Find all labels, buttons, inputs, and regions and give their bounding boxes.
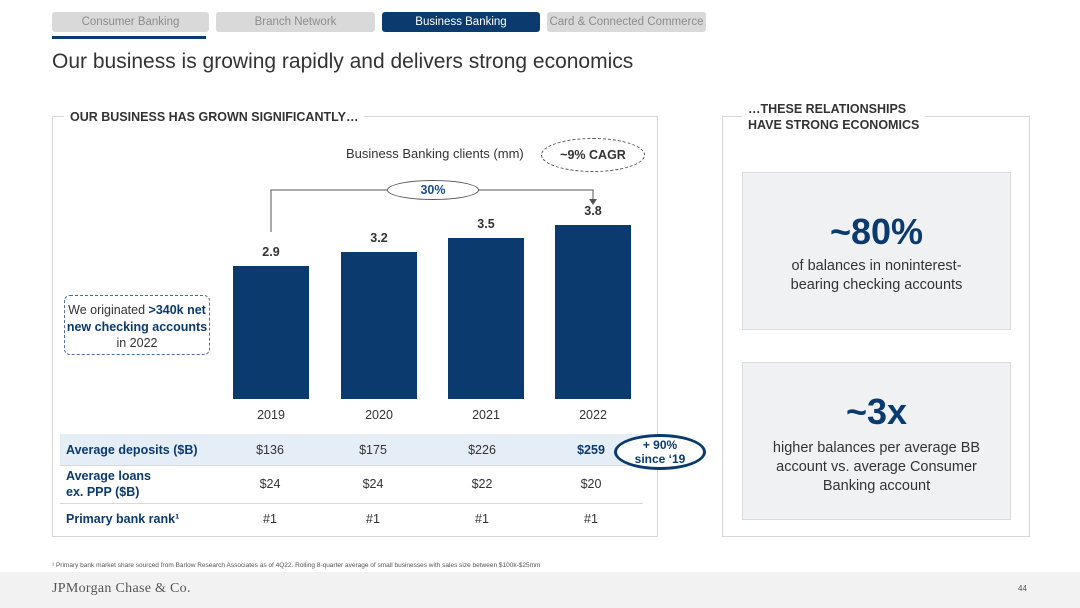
table-cell: #1 — [366, 512, 380, 526]
table-row-loans: Average loans ex. PPP ($B) $24 $24 $22 $… — [60, 466, 643, 502]
since-line1: + 90% — [642, 438, 678, 452]
section-tabs: Consumer Banking Branch Network Business… — [52, 12, 706, 32]
row-divider — [60, 503, 643, 504]
stat-description: higher balances per average BB account v… — [772, 440, 981, 494]
bar-value-label: 3.8 — [584, 203, 602, 218]
row-divider — [60, 465, 643, 466]
tab-card-connected-commerce[interactable]: Card & Connected Commerce — [547, 12, 706, 32]
growth-panel-heading: OUR BUSINESS HAS GROWN SIGNIFICANTLY… — [64, 109, 365, 125]
bar-value-label: 3.2 — [370, 231, 388, 246]
bar-2020 — [341, 252, 417, 399]
stat-value: ~80% — [829, 211, 924, 252]
table-cell: $226 — [468, 442, 496, 457]
stat-box-balances: ~80% of balances in noninterest-bearing … — [742, 172, 1011, 330]
since-line2: since ‘19 — [634, 452, 686, 466]
x-tick-label: 2022 — [579, 408, 607, 422]
x-tick-label: 2019 — [257, 408, 285, 422]
stat-description: of balances in noninterest-bearing check… — [790, 258, 963, 293]
chart-title: Business Banking clients (mm) — [346, 146, 524, 161]
heading-line1: …THESE RELATIONSHIPS — [748, 102, 907, 116]
table-cell: $175 — [359, 442, 387, 457]
callout-pre: We originated — [68, 303, 149, 317]
net-new-accounts-callout: We originated >340k net new checking acc… — [64, 295, 210, 355]
table-cell: #1 — [584, 512, 598, 526]
tab-branch-network[interactable]: Branch Network — [216, 12, 375, 32]
table-cell: $259 — [577, 442, 605, 457]
footnote: ¹ Primary bank market share sourced from… — [52, 562, 541, 569]
callout-post: in 2022 — [116, 336, 158, 350]
bar-2021 — [448, 238, 524, 399]
since-2019-badge: + 90% since ‘19 — [614, 434, 706, 470]
row-label: Average deposits ($B) — [66, 442, 198, 457]
tab-business-banking[interactable]: Business Banking — [382, 12, 540, 32]
cagr-badge: ~9% CAGR — [541, 138, 645, 172]
x-tick-label: 2020 — [365, 408, 393, 422]
table-cell: $20 — [580, 477, 602, 491]
bar-value-label: 3.5 — [477, 217, 495, 232]
callout-bold: >340k net new checking accounts — [66, 303, 208, 334]
table-row-rank: Primary bank rank¹ #1 #1 #1 #1 — [60, 506, 643, 532]
table-cell: #1 — [475, 512, 489, 526]
table-row-deposits: Average deposits ($B) $136 $175 $226 $25… — [60, 434, 643, 465]
economics-panel-heading: …THESE RELATIONSHIPS HAVE STRONG ECONOMI… — [742, 101, 926, 133]
table-cell: $136 — [256, 442, 284, 457]
table-cell: $22 — [471, 477, 493, 491]
row-label: Average loans ex. PPP ($B) — [66, 469, 151, 499]
bar-value-label: 2.9 — [262, 245, 280, 259]
footer-bar — [0, 572, 1080, 608]
bar-2022 — [555, 224, 631, 399]
tab-underline — [52, 36, 206, 39]
tab-consumer-banking[interactable]: Consumer Banking — [52, 12, 209, 32]
page-number: 44 — [1018, 584, 1027, 593]
table-cell: $24 — [362, 477, 384, 491]
page-title: Our business is growing rapidly and deli… — [52, 50, 634, 73]
row-label: Primary bank rank¹ — [66, 512, 180, 526]
company-logo: JPMorgan Chase & Co. — [52, 581, 191, 596]
stat-box-balance-multiple: ~3x higher balances per average BB accou… — [742, 362, 1011, 520]
bar-2019 — [233, 266, 309, 399]
heading-line2: HAVE STRONG ECONOMICS — [748, 118, 920, 132]
growth-bubble: 30% — [387, 180, 479, 200]
table-cell: $24 — [259, 477, 281, 491]
stat-value: ~3x — [845, 391, 908, 432]
x-tick-label: 2021 — [472, 408, 500, 422]
table-cell: #1 — [263, 512, 277, 526]
